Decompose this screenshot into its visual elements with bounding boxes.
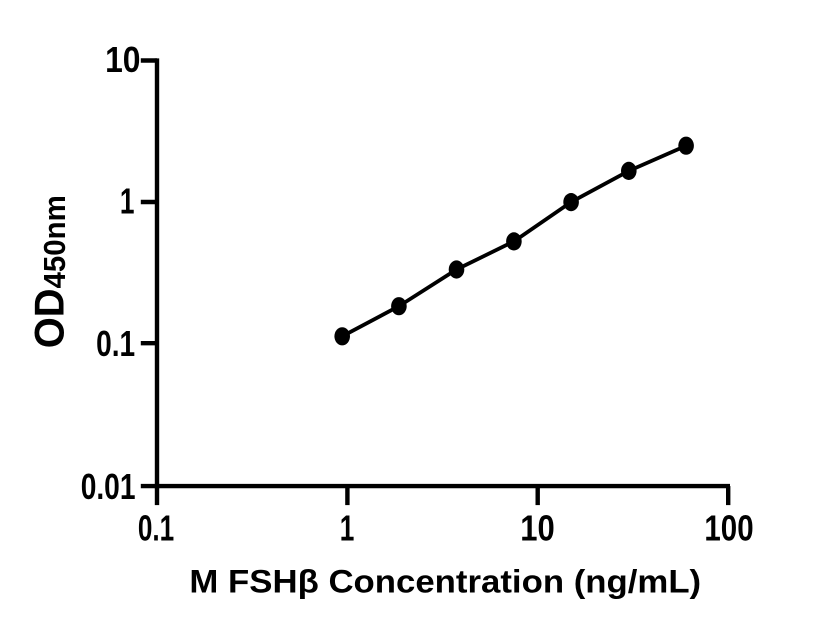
svg-text:1: 1 bbox=[120, 180, 135, 221]
svg-text:1: 1 bbox=[340, 507, 355, 548]
svg-text:0.1: 0.1 bbox=[138, 508, 174, 548]
svg-text:100: 100 bbox=[704, 508, 753, 548]
svg-text:0.1: 0.1 bbox=[96, 324, 135, 364]
svg-text:10: 10 bbox=[105, 40, 140, 80]
svg-text:M FSHβ Concentration (ng/mL): M FSHβ Concentration (ng/mL) bbox=[189, 565, 701, 600]
svg-text:10: 10 bbox=[520, 509, 554, 549]
svg-text:0.01: 0.01 bbox=[81, 467, 136, 507]
